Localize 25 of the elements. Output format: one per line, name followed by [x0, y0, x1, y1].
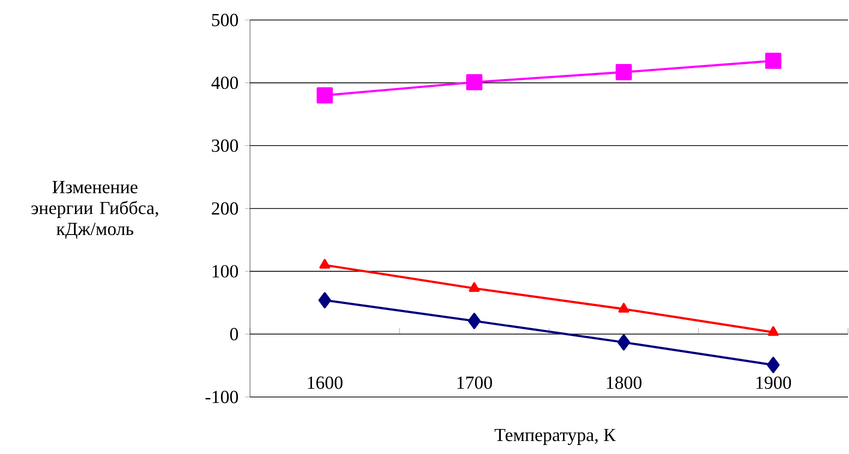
y-tick-label: 200 [212, 202, 238, 215]
y-tick-label: -100 [206, 390, 238, 404]
point [319, 258, 330, 269]
point [768, 326, 779, 336]
point [618, 302, 630, 313]
y-tick-label: 400 [211, 76, 238, 90]
y-tick-label: 0 [230, 328, 238, 340]
x-tick-label: 1700 [457, 376, 492, 389]
point [468, 312, 481, 330]
point [617, 334, 630, 350]
y-tick-label: 500 [212, 14, 238, 26]
x-tick-label: 1800 [606, 376, 642, 389]
y-tick-label: 300 [212, 139, 238, 152]
point [466, 74, 482, 90]
y-axis-title: Изменение энергии Гиббса, кДж/моль [31, 181, 158, 239]
point [616, 64, 632, 80]
point [468, 282, 480, 292]
point [765, 52, 782, 69]
point [766, 356, 780, 374]
x-tick-label: 1900 [756, 376, 791, 389]
x-axis-title: Температура, К [494, 428, 616, 446]
x-tick-label: 1600 [308, 376, 342, 389]
point [318, 292, 332, 308]
y-tick-label: 100 [212, 265, 238, 278]
point [316, 87, 333, 104]
